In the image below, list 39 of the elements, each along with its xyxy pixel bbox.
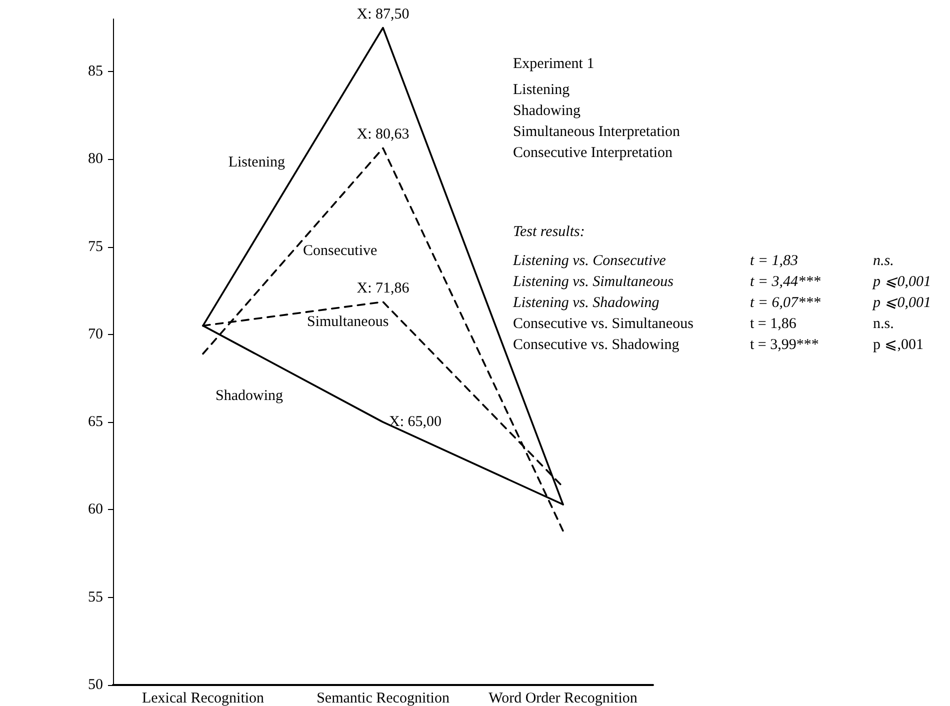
text: t = 1,86	[750, 315, 796, 333]
annotation: Consecutive Interpretation	[513, 144, 673, 162]
text: p ⩽0,001	[873, 273, 931, 291]
text: t = 1,83	[750, 252, 798, 270]
text: n.s.	[873, 252, 894, 270]
y-tick-label: 60	[88, 502, 103, 518]
annotation: Consecutive vs. Shadowing	[513, 336, 680, 354]
x-tick-label: Semantic Recognition	[316, 690, 450, 706]
y-tick-label: 70	[88, 326, 103, 342]
y-tick-label: 80	[88, 151, 103, 168]
annotation: Listening vs. Shadowing	[513, 294, 660, 312]
series-label: Consecutive	[303, 242, 378, 259]
y-tick-label: 50	[88, 677, 103, 693]
text: n.s.	[873, 315, 894, 333]
y-tick-label: 65	[88, 414, 103, 430]
annotation: Consecutive vs. Simultaneous	[513, 315, 694, 333]
annotation: Listening vs. Simultaneous	[513, 273, 674, 291]
annotation: Experiment 1	[513, 55, 594, 73]
annotation: Listening	[513, 81, 570, 99]
data-label: X: 71,86	[356, 280, 410, 296]
x-tick-label: Word Order Recognition	[488, 690, 638, 706]
series-label: Listening	[228, 154, 286, 171]
y-tick-label: 55	[88, 589, 103, 606]
y-tick-label: 85	[88, 64, 103, 80]
annotation: Listening vs. Consecutive	[513, 252, 666, 270]
y-tick-label: 75	[88, 238, 103, 255]
text: p ⩽,001	[873, 336, 924, 354]
text: p ⩽0,001	[873, 294, 931, 312]
text: t = 3,99***	[750, 336, 819, 354]
text: t = 6,07***	[750, 294, 821, 312]
annotation: Shadowing	[513, 102, 580, 120]
series-label: Shadowing	[216, 388, 284, 404]
series-label: Simultaneous	[307, 314, 389, 330]
x-tick-label: Lexical Recognition	[142, 690, 265, 706]
annotation: Test results:	[513, 223, 585, 241]
data-label: X: 80,63	[356, 126, 410, 143]
annotation: Simultaneous Interpretation	[513, 123, 680, 141]
data-label: X: 87,50	[356, 6, 410, 22]
text: t = 3,44***	[750, 273, 821, 291]
